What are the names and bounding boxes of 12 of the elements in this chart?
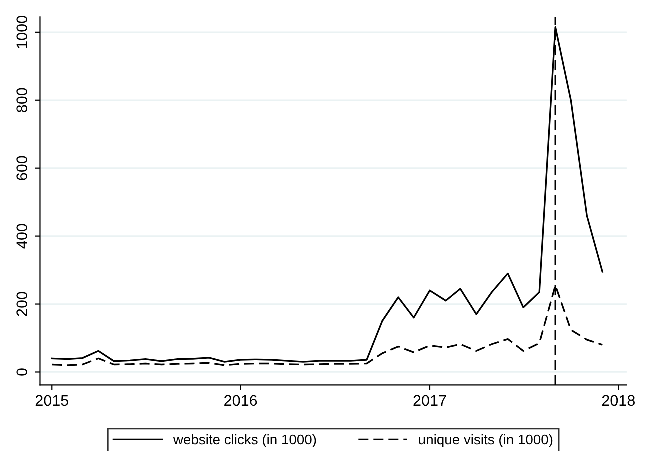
x-tick-label: 2016 [224, 395, 258, 406]
legend-label: unique visits (in 1000) [419, 434, 553, 448]
y-tick-label: 400 [16, 224, 28, 249]
y-tick-label: 800 [16, 88, 28, 112]
x-tick-label: 2017 [414, 395, 446, 406]
x-tick-label: 2018 [602, 395, 635, 406]
legend-label: website clicks (in 1000) [173, 434, 316, 448]
y-tick-label: 1000 [16, 16, 28, 48]
y-tick-label: 200 [16, 292, 28, 316]
x-tick-label: 2015 [36, 395, 68, 406]
y-tick-label: 600 [16, 156, 28, 180]
y-tick-label: 0 [16, 368, 28, 376]
